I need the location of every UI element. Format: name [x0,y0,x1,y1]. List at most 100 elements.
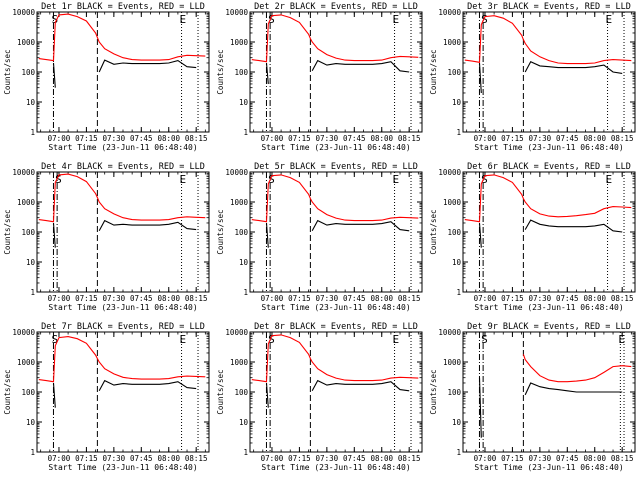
x-tick-label: 07:45 [343,454,366,463]
x-tick-label: 07:30 [103,454,126,463]
time-marker-label: E [393,333,400,346]
y-tick-label: 10000 [438,8,461,17]
plot-frame [249,171,423,293]
x-axis-label: Start Time (23-Jun-11 06:48:40) [261,463,410,472]
x-axis-label: Start Time (23-Jun-11 06:48:40) [261,303,410,312]
events-series-line [52,379,197,408]
x-tick-label: 07:45 [556,134,579,143]
y-axis-label: Counts/sec [429,49,438,94]
plot-frame [36,171,210,293]
x-tick-label: 07:30 [529,454,552,463]
x-tick-label: 07:00 [48,134,71,143]
y-tick-label: 10 [452,98,462,107]
panel-4: Det 4r BLACK = Events, RED = LLD 1 10 100 10… [3,162,210,312]
x-tick-label: 07:00 [474,294,497,303]
panel-8: Det 8r BLACK = Events, RED = LLD 1 10 100 10… [216,322,423,472]
panel-title: Det 8r BLACK = Events, RED = LLD [254,322,418,332]
x-tick-label: 07:45 [556,454,579,463]
x-tick-label: 08:00 [157,134,180,143]
panel-5: Det 5r BLACK = Events, RED = LLD 1 10 100 10… [216,162,423,312]
y-tick-label: 10 [239,98,249,107]
x-axis-label: Start Time (23-Jun-11 06:48:40) [261,143,410,152]
y-tick-label: 10000 [225,8,248,17]
y-axis-label: Counts/sec [3,369,12,414]
x-tick-label: 08:15 [398,454,421,463]
x-tick-label: 07:00 [474,134,497,143]
y-tick-label: 1 [30,448,35,457]
x-tick-label: 07:00 [48,294,71,303]
x-tick-label: 07:00 [261,294,284,303]
y-tick-label: 100 [234,68,248,77]
events-series-line [478,377,623,438]
x-tick-label: 07:30 [316,134,339,143]
x-tick-label: 07:15 [501,454,524,463]
y-axis-label: Counts/sec [3,209,12,254]
panel-9: Det 9r BLACK = Events, RED = LLD 1 10 100 10… [429,322,636,472]
x-axis-label: Start Time (23-Jun-11 06:48:40) [48,463,197,472]
y-tick-label: 100 [447,228,461,237]
y-tick-label: 10000 [225,328,248,337]
x-tick-label: 07:45 [343,294,366,303]
lld-series-line [522,354,632,383]
x-tick-label: 07:45 [130,294,153,303]
time-marker-label: S [51,333,58,346]
y-tick-label: 1 [456,288,461,297]
y-tick-label: 100 [447,68,461,77]
x-tick-label: 08:00 [583,294,606,303]
x-tick-label: 08:00 [583,454,606,463]
lld-series-line [251,334,419,383]
y-tick-label: 10 [26,418,36,427]
x-axis-label: Start Time (23-Jun-11 06:48:40) [474,143,623,152]
plot-frame [36,11,210,133]
y-tick-label: 10 [26,98,36,107]
y-tick-label: 1000 [230,38,249,47]
x-tick-label: 07:30 [316,454,339,463]
plot-frame [249,11,423,133]
time-marker-label: E [393,13,400,26]
x-tick-label: 08:00 [370,454,393,463]
x-tick-label: 07:00 [48,454,71,463]
x-tick-label: 07:30 [103,294,126,303]
y-tick-label: 10000 [438,168,461,177]
y-tick-label: 10000 [12,328,35,337]
events-series-line [52,219,197,248]
plot-frame [462,11,636,133]
x-tick-label: 07:30 [529,294,552,303]
panel-title: Det 5r BLACK = Events, RED = LLD [254,162,418,172]
lld-series-line [251,14,419,63]
y-tick-label: 10000 [12,168,35,177]
x-tick-label: 07:45 [343,134,366,143]
events-series-line [478,60,623,94]
time-marker-label: E [180,173,187,186]
y-tick-label: 100 [234,228,248,237]
time-marker-label: S [481,173,488,186]
y-tick-label: 1000 [17,198,36,207]
x-tick-label: 08:15 [611,134,634,143]
x-tick-label: 07:00 [261,134,284,143]
x-axis-label: Start Time (23-Jun-11 06:48:40) [48,143,197,152]
lld-series-line [464,15,632,65]
lld-series-line [38,173,206,223]
time-marker-label: E [180,13,187,26]
x-tick-label: 07:15 [501,294,524,303]
y-axis-label: Counts/sec [429,369,438,414]
time-marker-label: E [180,333,187,346]
panel-2: Det 2r BLACK = Events, RED = LLD 1 10 100 10… [216,2,423,152]
y-axis-label: Counts/sec [429,209,438,254]
time-marker-label: E [618,333,625,346]
y-tick-label: 1000 [230,358,249,367]
x-axis-label: Start Time (23-Jun-11 06:48:40) [474,463,623,472]
time-marker-label: S [55,173,62,186]
y-tick-label: 1 [243,288,248,297]
panel-3: Det 3r BLACK = Events, RED = LLD 1 10 100 10… [429,2,636,152]
y-tick-label: 10 [239,258,249,267]
x-tick-label: 07:15 [288,454,311,463]
y-tick-label: 10000 [12,8,35,17]
x-tick-label: 07:00 [261,454,284,463]
y-tick-label: 100 [21,68,35,77]
panel-6: Det 6r BLACK = Events, RED = LLD 1 10 100 10… [429,162,636,312]
y-tick-label: 1 [30,128,35,137]
y-tick-label: 100 [234,388,248,397]
panel-title: Det 7r BLACK = Events, RED = LLD [41,322,205,332]
